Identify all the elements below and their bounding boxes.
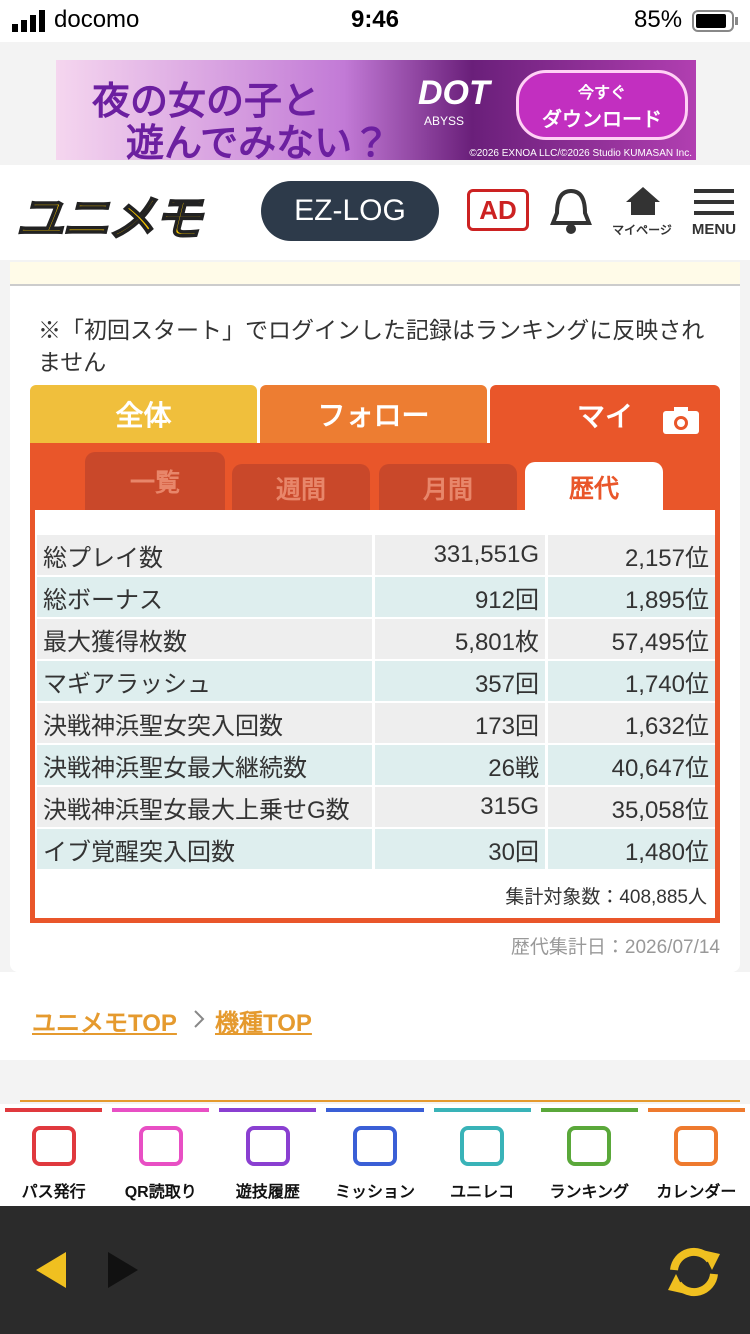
table-row: 総ボーナス 912回 1,895位 [37,577,715,617]
row-value: 173回 [375,703,545,743]
sub-tab[interactable]: 一覧 [85,452,225,510]
nav-label[interactable]: 遊技履歴 [235,1184,300,1201]
tab[interactable]: 全体 [30,385,257,443]
ad-button[interactable]: 今すぐ ダウンロード [516,70,688,140]
menu-label[interactable]: MENU [691,221,737,238]
row-value: 912回 [375,577,545,617]
nav-icon[interactable] [674,1126,719,1166]
row-rank: 1,480位 [548,829,715,869]
bell-icon[interactable] [547,185,595,237]
nav-bar [219,1108,317,1112]
nav-bar [326,1108,424,1112]
divider [20,1100,740,1102]
row-rank: 2,157位 [548,535,715,575]
row-rank: 40,647位 [548,745,715,785]
table-row: 最大獲得枚数 5,801枚 57,495位 [37,619,715,659]
row-rank: 35,058位 [548,787,715,827]
row-label: 決戦神浜聖女最大継続数 [37,745,372,785]
row-value: 331,551G [375,535,545,575]
ad-logo: DOT [418,74,490,112]
nav-bar [433,1108,531,1112]
nav-icon[interactable] [138,1126,183,1166]
nav-bar [112,1108,210,1112]
nav-label[interactable]: パス発行 [21,1184,86,1201]
carrier: docomo [54,6,140,33]
back-button[interactable] [36,1252,68,1288]
row-rank: 1,740位 [548,661,715,701]
nav-icon[interactable] [31,1126,76,1166]
breadcrumb-link[interactable]: ユニメモTOP [32,1010,177,1037]
nav-bar [647,1108,745,1112]
forward-button[interactable] [106,1252,138,1288]
signal-icon [12,10,45,32]
ad-banner[interactable]: 夜の女の子と 遊んでみない？ DOT ABYSS 今すぐ ダウンロード ©202… [56,60,696,160]
camera-icon[interactable] [662,407,700,435]
ezlog-button[interactable]: EZ-LOG [261,181,439,241]
mypage-label[interactable]: マイページ [612,223,672,237]
card-top [10,262,740,286]
home-icon[interactable] [624,185,662,217]
row-rank: 1,895位 [548,577,715,617]
nav-icon[interactable] [245,1126,290,1166]
table-row: マギアラッシュ 357回 1,740位 [37,661,715,701]
nav-bar [540,1108,638,1112]
reload-button[interactable] [664,1244,724,1300]
row-value: 357回 [375,661,545,701]
nav-bar [5,1108,103,1112]
row-label: 総ボーナス [37,577,372,617]
chevron [194,1010,205,1028]
row-label: 決戦神浜聖女最大上乗せG数 [37,787,372,827]
sub-tab-active[interactable]: 歴代 [525,462,663,512]
row-label: マギアラッシュ [37,661,372,701]
row-value: 26戦 [375,745,545,785]
nav-label[interactable]: QR読取り [124,1184,197,1201]
row-label: イブ覚醒突入回数 [37,829,372,869]
ad-copyright: ©2026 EXNOA LLC/©2026 Studio KUMASAN Inc… [469,148,692,159]
table-row: 決戦神浜聖女突入回数 173回 1,632位 [37,703,715,743]
row-label: 決戦神浜聖女突入回数 [37,703,372,743]
logo[interactable]: ユニメモ [15,192,203,247]
row-rank: 1,632位 [548,703,715,743]
table-row: 決戦神浜聖女最大上乗せG数 315G 35,058位 [37,787,715,827]
sub-tab[interactable]: 月間 [379,464,517,512]
nav-icon[interactable] [567,1126,612,1166]
ad-icon[interactable]: AD [467,189,529,231]
nav-icon[interactable] [460,1126,505,1166]
menu-icon[interactable] [694,187,734,217]
nav-icon[interactable] [353,1126,397,1166]
nav-label[interactable]: ユニレコ [450,1184,515,1201]
nav-label[interactable]: ランキング [549,1184,630,1201]
row-value: 30回 [375,829,545,869]
row-label: 最大獲得枚数 [37,619,372,659]
status-bar: docomo 9:46 85% [0,0,750,42]
ad-headline: 夜の女の子と [92,81,321,123]
nav-label[interactable]: カレンダー [656,1184,737,1201]
breadcrumb-area [0,972,750,1060]
header: ユニメモ EZ-LOG AD マイページ MENU [0,165,750,260]
table-row: 決戦神浜聖女最大継続数 26戦 40,647位 [37,745,715,785]
row-value: 5,801枚 [375,619,545,659]
total-count: 集計対象数：408,885人 [505,887,707,908]
browser-toolbar [0,1206,750,1334]
ad-button-text: 今すぐ [577,84,626,102]
table-row: 総プレイ数 331,551G 2,157位 [37,535,715,575]
sub-tab[interactable]: 週間 [232,464,370,512]
ad-headline: 遊んでみない？ [126,123,391,160]
row-label: 総プレイ数 [37,535,372,575]
row-value: 315G [375,787,545,827]
row-rank: 57,495位 [548,619,715,659]
time: 9:46 [350,6,400,33]
battery-icon [692,10,738,32]
aggregate-date: 歴代集計日：2026/07/14 [510,937,720,958]
ad-logo-sub: ABYSS [424,114,465,128]
battery-percent: 85% [634,6,683,33]
notice: ※「初回スタート」でログインした記録はランキングに反映されません [38,317,705,375]
nav-label[interactable]: ミッション [334,1184,415,1201]
table-row: イブ覚醒突入回数 30回 1,480位 [37,829,715,869]
tab[interactable]: フォロー [260,385,487,443]
tab-active[interactable]: マイ [490,385,720,445]
ad-button-text: ダウンロード [542,108,662,131]
breadcrumb-link[interactable]: 機種TOP [215,1010,312,1037]
